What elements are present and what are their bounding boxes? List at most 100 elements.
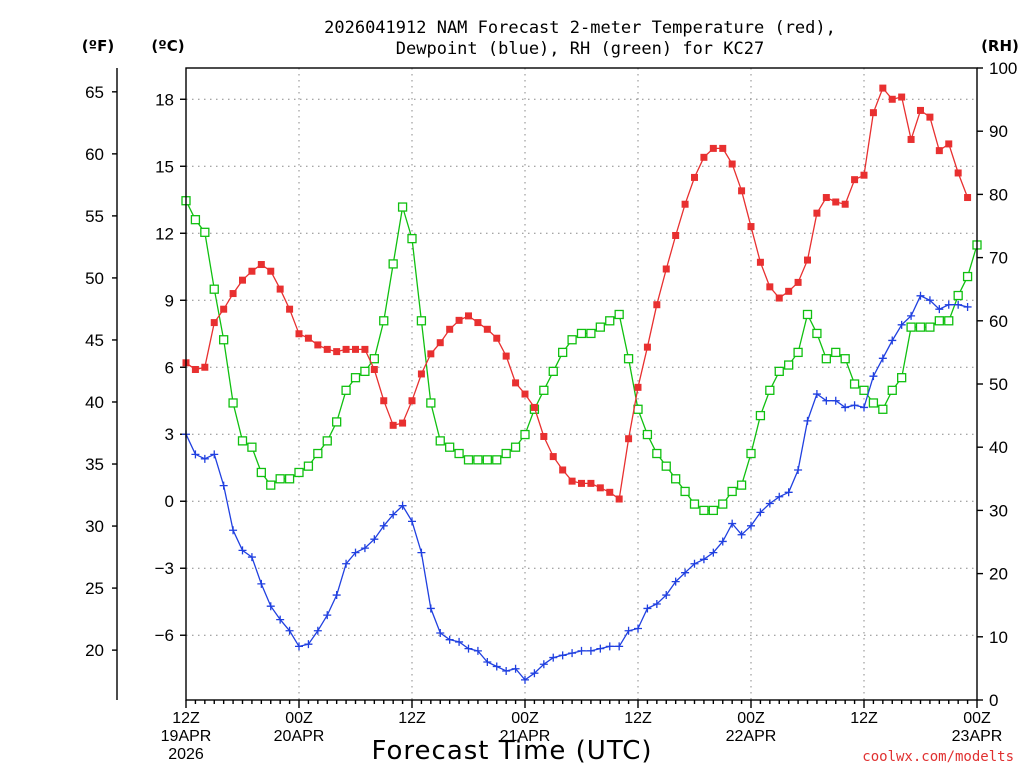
rh-point bbox=[416, 316, 427, 326]
dewpoint-point bbox=[916, 291, 925, 300]
rh-point bbox=[266, 480, 276, 490]
chart-title-line1: 2026041912 NAM Forecast 2-meter Temperat… bbox=[324, 18, 836, 38]
dewpoint-point bbox=[511, 664, 520, 673]
temperature-point bbox=[691, 173, 698, 181]
rh-point bbox=[897, 373, 907, 383]
dewpoint-point bbox=[841, 403, 850, 412]
rh-point bbox=[237, 436, 248, 446]
temperature-point bbox=[672, 231, 680, 239]
rh-point bbox=[802, 309, 813, 320]
dewpoint-point bbox=[398, 501, 407, 510]
temperature-point bbox=[248, 267, 256, 275]
rh-tick-label: 50 bbox=[989, 375, 1008, 394]
dewpoint-point bbox=[907, 311, 916, 320]
dewpoint-point bbox=[436, 629, 445, 638]
rh-point bbox=[671, 474, 681, 484]
rh-tick-label: 0 bbox=[989, 691, 998, 710]
rh-point bbox=[953, 290, 963, 301]
rh-point bbox=[303, 461, 314, 471]
dewpoint-point bbox=[238, 546, 247, 555]
temperature-point bbox=[380, 397, 388, 405]
dewpoint-point bbox=[944, 300, 953, 309]
rh-point bbox=[369, 354, 379, 364]
rh-point bbox=[661, 461, 671, 471]
rh-point bbox=[247, 442, 257, 452]
temperature-point bbox=[634, 383, 642, 391]
rh-point bbox=[652, 448, 662, 459]
x-tick-label: 22APR bbox=[726, 728, 777, 745]
temperature-point bbox=[530, 403, 538, 411]
temperature-point bbox=[304, 334, 312, 342]
temperature-point bbox=[333, 348, 341, 356]
rh-point bbox=[548, 366, 558, 377]
rh-point bbox=[492, 455, 502, 465]
temperature-point bbox=[766, 283, 774, 291]
temperature-point bbox=[323, 345, 331, 353]
temperature-point bbox=[455, 316, 463, 324]
dewpoint-point bbox=[690, 559, 699, 568]
rh-point bbox=[294, 467, 304, 478]
dewpoint-point bbox=[351, 548, 360, 557]
temperature-point bbox=[314, 341, 322, 349]
dewpoint-point bbox=[313, 626, 322, 635]
temperature-point bbox=[625, 435, 633, 443]
dewpoint-point bbox=[464, 644, 473, 653]
rh-point bbox=[209, 284, 219, 294]
temperature-point bbox=[568, 477, 576, 485]
rh-point bbox=[379, 316, 389, 326]
temperature-point bbox=[841, 200, 849, 208]
temperature-point bbox=[408, 397, 416, 405]
dewpoint-point bbox=[737, 530, 746, 539]
rh-tick-label: 100 bbox=[989, 59, 1017, 78]
rh-point bbox=[812, 328, 822, 339]
rh-point bbox=[755, 410, 766, 421]
temperature-point bbox=[945, 140, 953, 148]
unit-label-rh: (RH) bbox=[981, 37, 1019, 55]
fahrenheit-tick-label: 20 bbox=[85, 641, 104, 660]
dewpoint-point bbox=[304, 640, 313, 649]
temperature-point bbox=[417, 370, 425, 378]
temperature-point bbox=[794, 278, 802, 286]
rh-tick-label: 10 bbox=[989, 628, 1008, 647]
rh-point bbox=[360, 366, 370, 377]
x-tick-label: 21APR bbox=[500, 728, 551, 745]
temperature-series bbox=[182, 84, 972, 503]
x-tick-label: 00Z bbox=[511, 710, 539, 727]
temperature-point bbox=[964, 194, 972, 202]
rh-point bbox=[454, 448, 464, 459]
dewpoint-point bbox=[756, 508, 765, 517]
temperature-point bbox=[512, 379, 520, 387]
temperature-point bbox=[201, 363, 209, 371]
celsius-tick-label: 15 bbox=[155, 157, 174, 176]
temperature-point bbox=[389, 421, 397, 429]
rh-point bbox=[793, 347, 803, 358]
fahrenheit-tick-label: 30 bbox=[85, 517, 104, 536]
rh-point bbox=[219, 335, 229, 345]
rh-point bbox=[784, 360, 794, 370]
dewpoint-point bbox=[530, 669, 539, 678]
temperature-point bbox=[210, 319, 218, 327]
x-tick-label: 12Z bbox=[172, 710, 200, 727]
rh-point bbox=[614, 309, 624, 320]
temperature-point bbox=[860, 171, 868, 179]
temperature-point bbox=[747, 223, 755, 231]
rh-point bbox=[944, 316, 954, 326]
temperature-point bbox=[559, 466, 567, 474]
dewpoint-point bbox=[596, 644, 605, 653]
temperature-point bbox=[681, 200, 689, 208]
temperature-point bbox=[521, 390, 529, 398]
dewpoint-point bbox=[295, 642, 303, 651]
temperature-point bbox=[229, 290, 237, 298]
credit-text: coolwx.com/modelts bbox=[862, 749, 1014, 765]
rh-point bbox=[586, 328, 596, 339]
temperature-point bbox=[869, 109, 877, 117]
rh-point bbox=[718, 499, 728, 509]
temperature-point bbox=[728, 160, 736, 168]
temperature-point bbox=[832, 198, 840, 206]
temperature-point bbox=[399, 419, 407, 427]
fahrenheit-tick-label: 60 bbox=[85, 145, 104, 164]
fahrenheit-tick-label: 55 bbox=[85, 207, 104, 226]
fahrenheit-tick-label: 25 bbox=[85, 579, 104, 598]
dewpoint-point bbox=[408, 517, 416, 526]
dewpoint-point bbox=[681, 568, 690, 577]
